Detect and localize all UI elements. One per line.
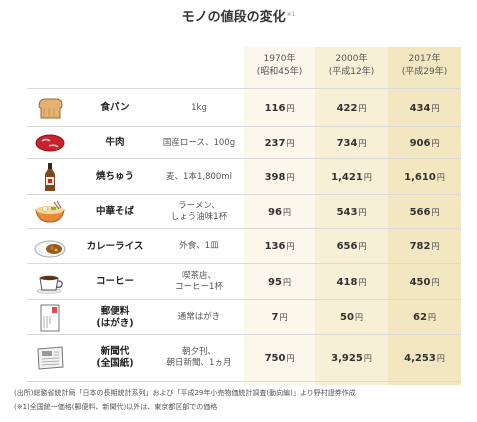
price-2000: 3,925 円	[331, 352, 372, 364]
column-bg-2000	[315, 47, 388, 385]
ramen-bowl-icon	[31, 195, 69, 229]
item-name: 中華そば	[95, 206, 134, 217]
table-row: 新聞代 (全国紙) 朝夕刊、 朝日新聞、1ヵ月 750 円 3,925 円 4,253 円	[27, 334, 461, 382]
item-name: 焼ちゅう	[95, 171, 134, 182]
footnote-source: (出所)総務省統計局「日本の長期統計系列」および「平成29年小売物価統計調査(動…	[14, 389, 356, 397]
price-2017: 62 円	[413, 312, 436, 323]
price-2000: 418 円	[336, 276, 367, 288]
item-quantity: 朝夕刊、 朝日新聞、1ヵ月	[166, 347, 232, 368]
price-2000: 50 円	[340, 312, 363, 323]
column-bg-2017	[388, 47, 461, 385]
item-name: 郵便料 (はがき)	[96, 305, 134, 329]
price-1970: 95 円	[268, 276, 291, 288]
item-name: コーヒー	[95, 276, 134, 287]
price-2017: 450 円	[409, 276, 440, 288]
price-2017: 4,253 円	[404, 352, 445, 364]
page-title: モノの値段の変化※1	[181, 10, 296, 25]
price-2017: 434 円	[409, 102, 440, 114]
item-quantity: 国産ロース、100g	[162, 137, 236, 148]
price-2000: 422 円	[336, 102, 367, 114]
price-1970: 116 円	[264, 102, 295, 114]
price-1970: 750 円	[264, 352, 295, 364]
table-row: 郵便料 (はがき) 通常はがき 7 円 50 円 62 円	[27, 299, 461, 335]
table-row: 牛肉 国産ロース、100g 237 円 734 円 906 円	[27, 126, 461, 159]
bread-icon	[31, 89, 69, 127]
table-row: カレーライス 外食、1皿 136 円 656 円 782 円	[27, 228, 461, 264]
price-2017: 782 円	[409, 241, 440, 252]
price-2017: 906 円	[409, 137, 440, 149]
postcard-icon	[31, 300, 69, 335]
header-2017: 2017年 (平成29年)	[401, 54, 448, 77]
price-1970: 237 円	[264, 137, 295, 149]
table-row: 焼ちゅう 麦、1本1,800ml 398 円 1,421 円 1,610 円	[27, 158, 461, 195]
footnote-note: (※1)全国統一価格(郵便料、新聞代)以外は、東京都区部での価格	[14, 403, 218, 411]
item-quantity: 通常はがき	[177, 312, 221, 322]
item-name: 牛肉	[105, 137, 125, 148]
price-2000: 656 円	[336, 241, 367, 252]
price-1970: 96 円	[268, 206, 291, 218]
item-name: カレーライス	[86, 240, 144, 252]
item-name: 食パン	[100, 102, 130, 113]
item-quantity: ラーメン、 しょう油味1杯	[170, 201, 228, 222]
item-name: 新聞代 (全国紙)	[96, 346, 134, 369]
price-2000: 543 円	[336, 206, 367, 218]
price-2017: 566 円	[409, 206, 440, 218]
item-quantity: 外食、1皿	[179, 241, 219, 251]
column-bg-1970	[244, 47, 315, 385]
curry-rice-icon	[31, 229, 69, 264]
price-2017: 1,610 円	[404, 171, 445, 183]
table-row: 食パン 1kg 116 円 422 円 434 円	[27, 88, 461, 127]
price-1970: 136 円	[264, 241, 295, 252]
price-2000: 1,421 円	[331, 171, 372, 183]
header-2000: 2000年 (平成12年)	[328, 54, 375, 77]
shochu-bottle-icon	[31, 159, 69, 195]
item-quantity: 麦、1本1,800ml	[166, 171, 232, 182]
item-quantity: 喫茶店、 コーヒー1杯	[175, 271, 223, 292]
newspaper-icon	[31, 335, 69, 381]
table-row: コーヒー 喫茶店、 コーヒー1杯 95 円 418 円 450 円	[27, 263, 461, 300]
price-2000: 734 円	[336, 137, 367, 149]
table-row: 中華そば ラーメン、 しょう油味1杯 96 円 543 円 566 円	[27, 194, 461, 229]
title-note: ※1	[286, 10, 296, 18]
header-1970: 1970年 (昭和45年)	[256, 54, 303, 77]
item-quantity: 1kg	[191, 102, 207, 113]
price-1970: 398 円	[264, 171, 295, 183]
beef-icon	[31, 127, 69, 159]
coffee-cup-icon	[31, 264, 69, 300]
